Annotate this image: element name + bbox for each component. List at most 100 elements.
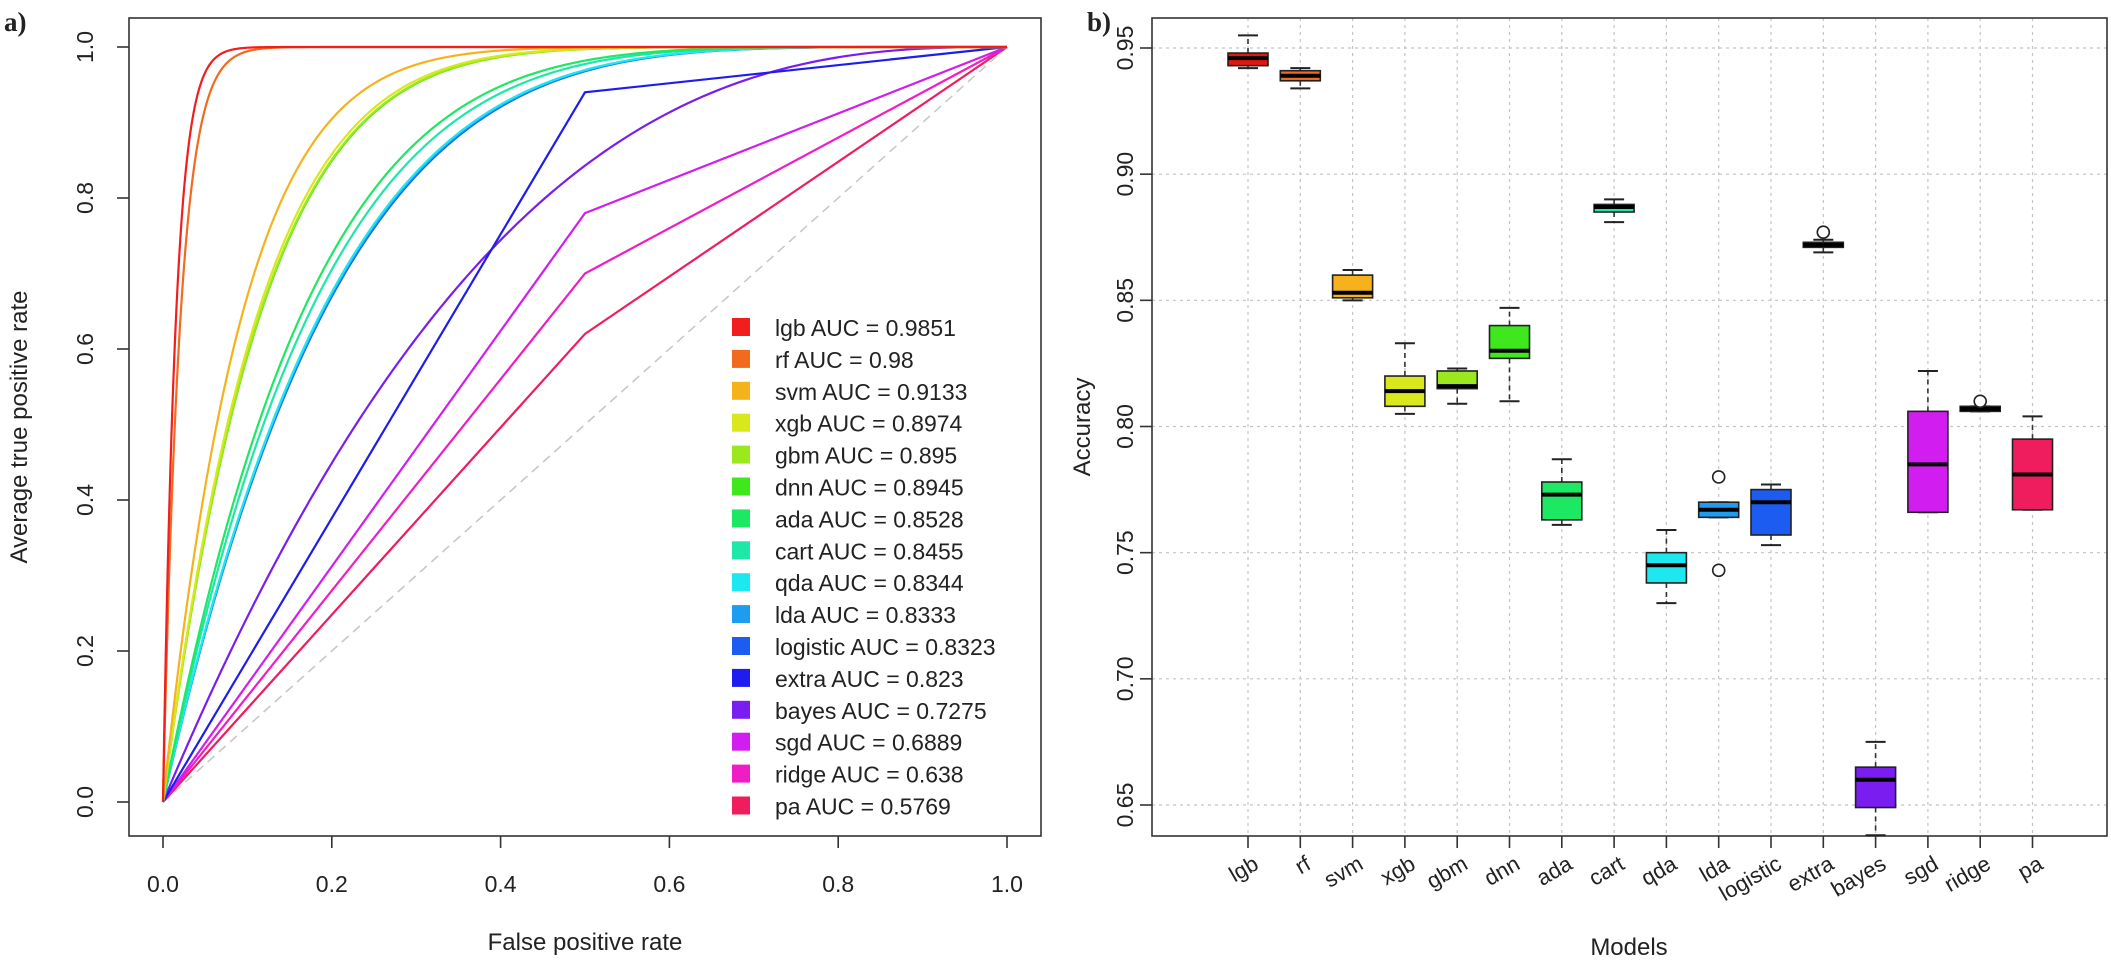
box-svm [1331, 269, 1374, 302]
legend-swatch-sgd [732, 732, 750, 751]
legend-label-ada: ada AUC = 0.8528 [775, 506, 964, 532]
roc-y-tick-label: 0.2 [72, 635, 98, 667]
box-outlier [1973, 394, 1987, 409]
box-cart [1593, 198, 1635, 224]
box-y-axis: 0.65 0.70 0.75 0.80 0.85 0.90 0.95 [1112, 26, 1152, 828]
box-logistic [1750, 483, 1792, 547]
box-x-axis: lgb rf svm xgb gbm dnn ada cart qda ldalogisticex… [1225, 836, 2048, 906]
roc-curve-sgd [162, 45, 1008, 803]
legend-swatch-ridge [732, 764, 750, 783]
legend-label-svm: svm AUC = 0.9133 [775, 379, 967, 405]
legend-swatch-pa [732, 796, 750, 815]
box-x-tick-label: pa [2013, 850, 2047, 884]
legend-swatch-ada [732, 509, 750, 528]
legend-label-gbm: gbm AUC = 0.895 [775, 443, 957, 469]
legend-entry-cart: cart AUC = 0.8455 [732, 538, 964, 564]
box-x-tick-label: ada [1532, 850, 1577, 890]
legend-entry-xgb: xgb AUC = 0.8974 [732, 411, 963, 437]
legend-swatch-cart [732, 541, 750, 560]
legend-label-rf: rf AUC = 0.98 [775, 347, 914, 373]
legend-entry-pa: pa AUC = 0.5769 [732, 794, 951, 820]
legend-swatch-xgb [732, 413, 750, 432]
roc-y-axis: 0.0 0.2 0.4 0.6 0.8 1.0 [72, 31, 129, 818]
roc-panel: a) 0.0 0.2 0.4 0.6 0.8 1.0 0.0 0.2 0.4 0.6 0.8 1.0… [4, 7, 1042, 956]
legend-entry-logistic: logistic AUC = 0.8323 [732, 634, 996, 660]
box-body [1907, 410, 1949, 514]
roc-curve-ridge [162, 46, 1008, 803]
roc-plot-frame [128, 17, 1042, 837]
box-x-tick-label: dnn [1480, 851, 1524, 891]
legend-swatch-gbm [732, 445, 750, 464]
legend-entry-gbm: gbm AUC = 0.895 [732, 443, 957, 469]
legend-entry-qda: qda AUC = 0.8344 [732, 570, 964, 596]
roc-x-tick-label: 1.0 [991, 871, 1023, 897]
box-x-tick-label: svm [1320, 851, 1367, 893]
box-lgb [1227, 34, 1269, 70]
box-x-tick-label: xgb [1376, 851, 1419, 890]
panel-b-tag: b) [1087, 7, 1111, 37]
box-xgb [1384, 342, 1426, 415]
box-x-tick-label: ridge [1940, 851, 1995, 897]
legend-swatch-qda [732, 573, 750, 592]
roc-chance-diagonal [162, 46, 1008, 803]
legend-label-xgb: xgb AUC = 0.8974 [775, 411, 963, 437]
box-qda [1645, 528, 1688, 605]
roc-x-tick-label: 0.6 [653, 871, 685, 897]
legend-entry-svm: svm AUC = 0.9133 [732, 379, 967, 405]
legend-swatch-lgb [732, 318, 750, 336]
box-lda [1697, 470, 1740, 578]
box-body [1541, 481, 1583, 521]
box-gridlines [1152, 18, 2107, 836]
box-y-tick-label: 0.85 [1112, 278, 1138, 323]
legend-label-logistic: logistic AUC = 0.8323 [775, 634, 996, 660]
box-y-tick-label: 0.95 [1112, 26, 1138, 71]
box-y-tick-label: 0.75 [1112, 530, 1138, 575]
box-outlier [1816, 225, 1831, 240]
legend-swatch-bayes [732, 700, 750, 719]
box-body [1645, 551, 1688, 584]
legend-entry-dnn: dnn AUC = 0.8945 [732, 475, 964, 501]
legend-entry-sgd: sgd AUC = 0.6889 [732, 730, 962, 756]
legend-entry-bayes: bayes AUC = 0.7275 [732, 698, 987, 724]
box-dnn [1488, 306, 1531, 403]
box-y-tick-label: 0.80 [1112, 404, 1138, 449]
box-x-tick-label: extra [1783, 850, 1839, 896]
box-outlier [1711, 470, 1726, 484]
roc-y-tick-label: 0.6 [72, 333, 98, 365]
roc-x-axis-label: False positive rate [488, 929, 683, 956]
box-x-tick-label: gbm [1422, 851, 1472, 894]
legend-entry-rf: rf AUC = 0.98 [732, 347, 914, 373]
roc-x-tick-label: 0.0 [147, 871, 179, 897]
legend-label-cart: cart AUC = 0.8455 [775, 538, 964, 564]
roc-y-tick-label: 0.0 [72, 786, 98, 818]
box-outlier [1711, 563, 1726, 578]
roc-curves [161, 45, 1008, 803]
box-plots [1227, 34, 2054, 837]
box-y-tick-label: 0.70 [1112, 656, 1138, 701]
roc-y-axis-label: Average true positive rate [6, 290, 33, 563]
legend-swatch-svm [732, 381, 750, 400]
box-x-tick-label: rf [1291, 850, 1316, 879]
box-extra [1802, 225, 1845, 254]
box-y-tick-label: 0.90 [1112, 152, 1138, 197]
roc-y-tick-label: 1.0 [72, 31, 98, 63]
roc-curve-extra [162, 45, 1008, 803]
box-y-tick-label: 0.65 [1112, 783, 1138, 828]
legend-label-sgd: sgd AUC = 0.6889 [775, 730, 962, 756]
roc-curve-pa [162, 46, 1008, 803]
legend-entry-lda: lda AUC = 0.8333 [732, 602, 956, 628]
accuracy-panel: b) 0.65 0.70 0.75 0.80 0.85 0.90 0.95 lgb rf svm… [1069, 7, 2108, 961]
legend-entry-ada: ada AUC = 0.8528 [732, 506, 964, 532]
box-ada [1541, 458, 1583, 526]
legend-swatch-lda [732, 605, 750, 624]
panel-a-tag: a) [4, 7, 27, 37]
box-body [1854, 766, 1897, 809]
box-x-tick-label: lgb [1225, 851, 1263, 887]
roc-curve-lgb [161, 45, 1007, 802]
box-x-tick-label: sgd [1899, 851, 1942, 890]
box-x-tick-label: bayes [1827, 851, 1890, 902]
roc-x-axis: 0.0 0.2 0.4 0.6 0.8 1.0 [147, 836, 1023, 897]
box-bayes [1854, 740, 1897, 837]
legend-entry-extra: extra AUC = 0.823 [732, 666, 964, 692]
